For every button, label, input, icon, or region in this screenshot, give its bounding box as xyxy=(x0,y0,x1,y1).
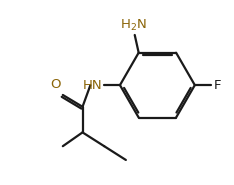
Text: F: F xyxy=(214,79,221,92)
Text: O: O xyxy=(51,78,61,91)
Text: H$_2$N: H$_2$N xyxy=(120,18,147,33)
Text: HN: HN xyxy=(83,79,102,92)
